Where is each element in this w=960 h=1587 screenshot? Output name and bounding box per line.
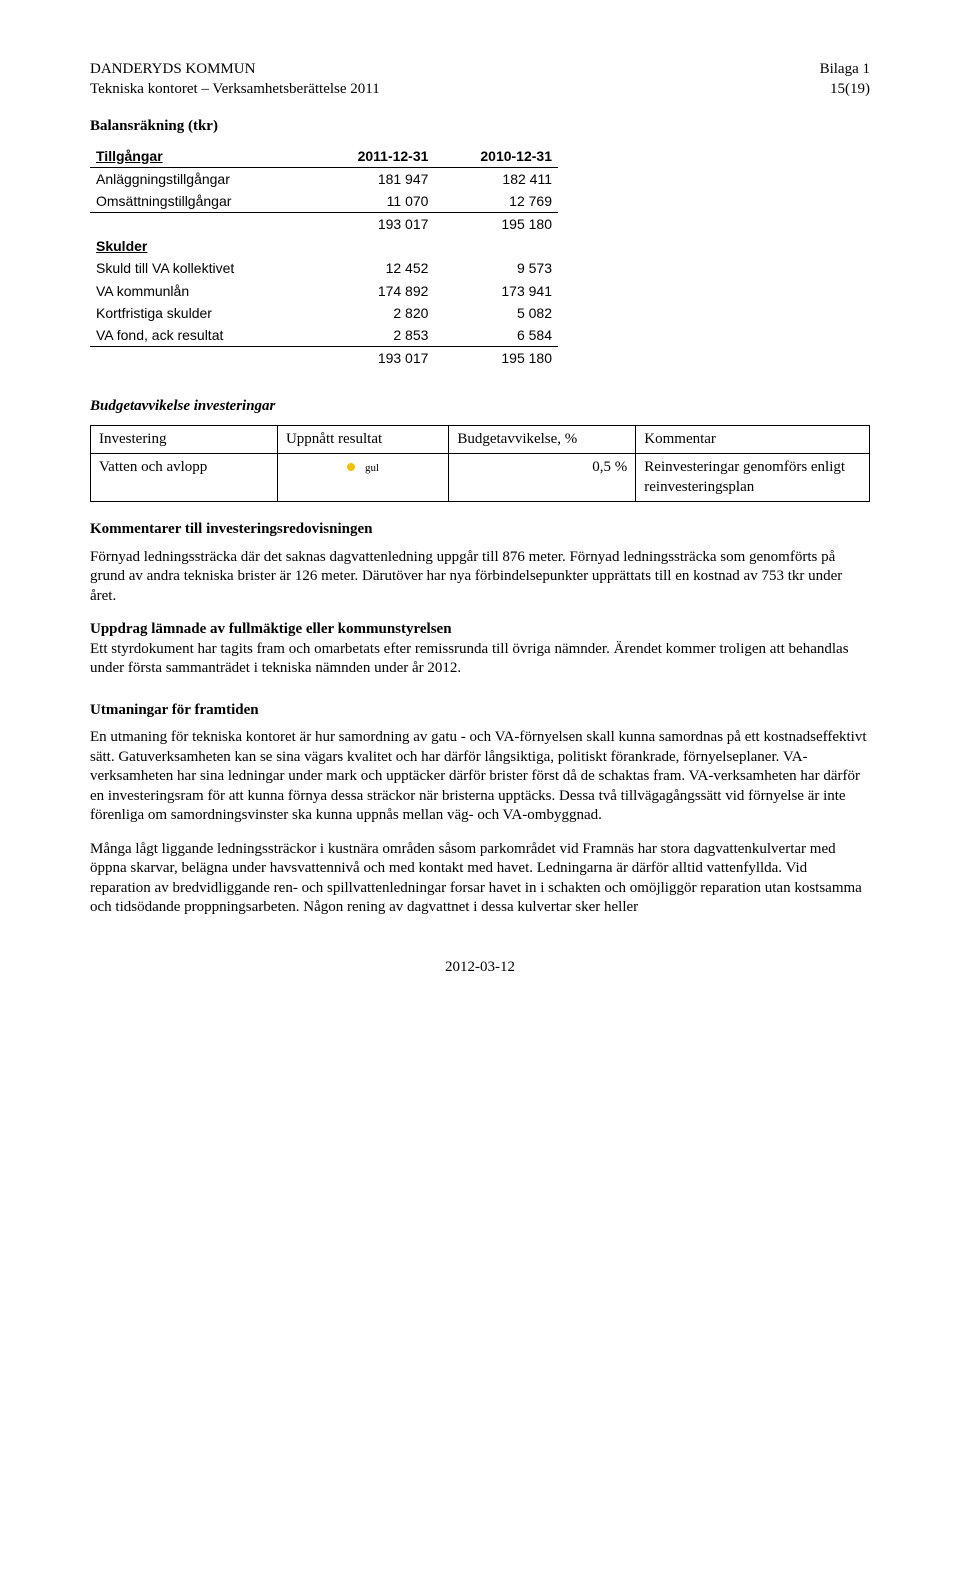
- utm-title: Utmaningar för framtiden: [90, 701, 870, 721]
- asset-total: 193 017 195 180: [90, 213, 558, 236]
- page-header: DANDERYDS KOMMUN Tekniska kontoret – Ver…: [90, 60, 870, 99]
- uppdrag-paragraph: Uppdrag lämnade av fullmäktige eller kom…: [90, 620, 870, 679]
- appendix-label: Bilaga 1: [820, 60, 870, 80]
- komm-paragraph: Förnyad ledningssträcka där det saknas d…: [90, 548, 870, 607]
- balance-table: Tillgångar 2011-12-31 2010-12-31 Anläggn…: [90, 145, 558, 370]
- uppdrag-title: Uppdrag lämnade av fullmäktige eller kom…: [90, 621, 452, 637]
- liab-header: Skulder: [90, 235, 558, 257]
- col-2011: 2011-12-31: [312, 145, 434, 168]
- liab-row: VA fond, ack resultat 2 853 6 584: [90, 324, 558, 347]
- budget-investering: Vatten och avlopp: [91, 454, 278, 502]
- budget-col-3: Kommentar: [636, 425, 870, 454]
- liab-total: 193 017 195 180: [90, 347, 558, 370]
- asset-row: Omsättningstillgångar 11 070 12 769: [90, 190, 558, 213]
- budget-col-0: Investering: [91, 425, 278, 454]
- col-2010: 2010-12-31: [434, 145, 558, 168]
- utm-paragraph-2: Många lågt liggande ledningssträckor i k…: [90, 840, 870, 918]
- dept-line: Tekniska kontoret – Verksamhetsberättels…: [90, 80, 380, 100]
- budget-kommentar: Reinvesteringar genomförs enligt reinves…: [636, 454, 870, 502]
- liab-row: VA kommunlån 174 892 173 941: [90, 280, 558, 302]
- footer-date: 2012-03-12: [90, 958, 870, 978]
- col-tillgangar: Tillgångar: [90, 145, 312, 168]
- status-bullet-icon: [347, 463, 355, 471]
- liab-row: Skuld till VA kollektivet 12 452 9 573: [90, 257, 558, 279]
- budget-table: Investering Uppnått resultat Budgetavvik…: [90, 425, 870, 503]
- budget-col-2: Budgetavvikelse, %: [449, 425, 636, 454]
- org-name: DANDERYDS KOMMUN: [90, 60, 380, 80]
- komm-title: Kommentarer till investeringsredovisning…: [90, 520, 870, 540]
- utm-paragraph-1: En utmaning för tekniska kontoret är hur…: [90, 728, 870, 826]
- budget-resultat: gul: [277, 454, 448, 502]
- balance-title: Balansräkning (tkr): [90, 117, 870, 137]
- budget-col-1: Uppnått resultat: [277, 425, 448, 454]
- budget-title: Budgetavvikelse investeringar: [90, 397, 870, 417]
- liab-row: Kortfristiga skulder 2 820 5 082: [90, 302, 558, 324]
- asset-row: Anläggningstillgångar 181 947 182 411: [90, 167, 558, 190]
- budget-avvikelse: 0,5 %: [449, 454, 636, 502]
- page-number: 15(19): [820, 80, 870, 100]
